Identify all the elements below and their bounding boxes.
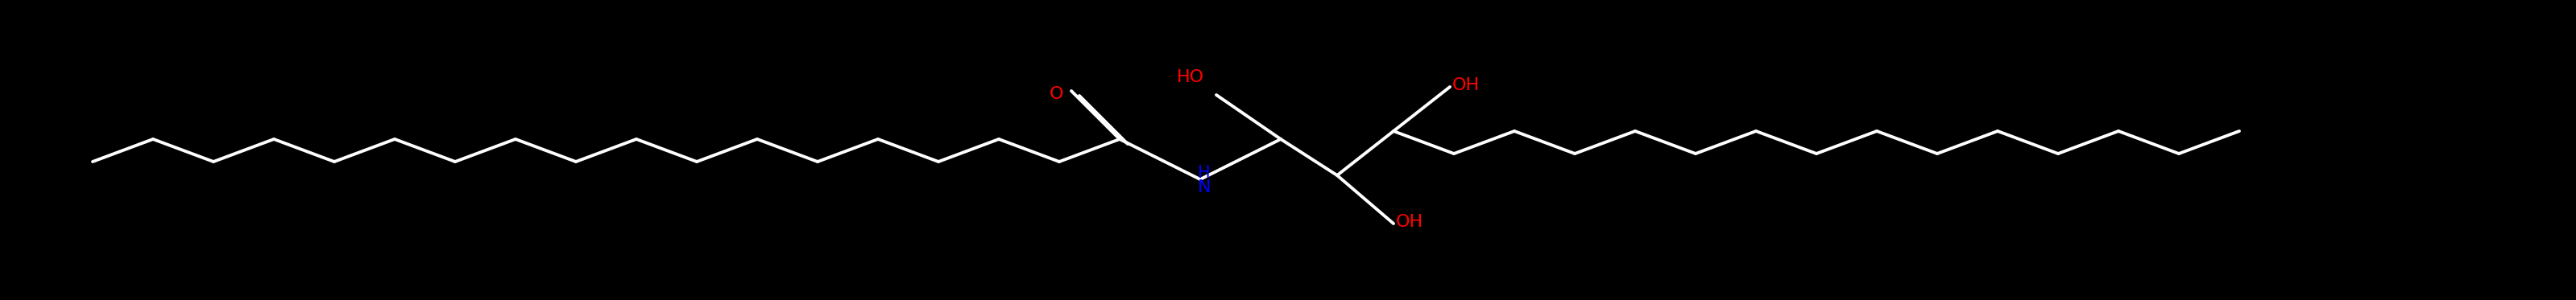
Text: OH: OH [1453,77,1479,93]
Text: OH: OH [1396,214,1425,230]
Text: N: N [1198,179,1211,195]
Text: H: H [1198,165,1211,181]
Text: HO: HO [1177,69,1203,85]
Text: O: O [1051,86,1064,102]
